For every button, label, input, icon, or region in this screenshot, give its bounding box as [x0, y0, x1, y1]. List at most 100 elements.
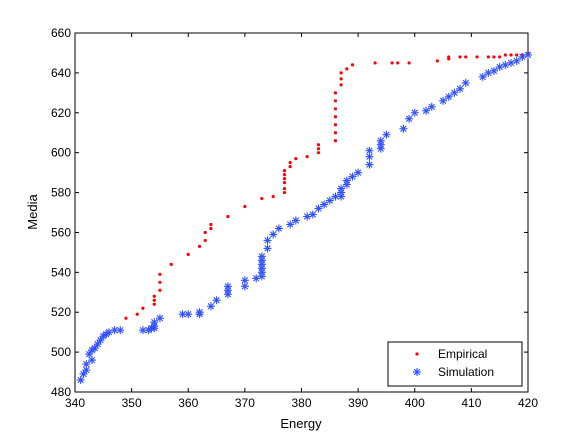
data-point-dot	[282, 186, 287, 191]
data-point-star	[178, 310, 187, 319]
data-point-dot	[203, 230, 207, 235]
data-point-dot	[333, 131, 338, 135]
data-point-dot	[158, 288, 162, 292]
data-point-dot	[498, 55, 502, 59]
data-point-star	[422, 106, 431, 115]
data-point-dot	[333, 115, 338, 119]
data-point-star	[461, 78, 470, 87]
data-point-dot	[152, 298, 156, 302]
data-point-dot	[390, 61, 394, 65]
data-point-star	[87, 356, 96, 365]
data-point-star	[291, 216, 300, 225]
x-tick-label: 420	[518, 396, 538, 410]
data-point-star	[184, 310, 193, 319]
data-point-star	[308, 210, 317, 219]
data-point-dot	[282, 190, 287, 195]
data-point-dot	[243, 204, 247, 209]
data-point-dot	[152, 302, 156, 306]
data-point-star	[427, 102, 436, 111]
data-point-star	[507, 58, 516, 67]
data-point-star	[450, 88, 459, 97]
y-tick-label: 540	[51, 265, 71, 279]
y-tick-label: 620	[51, 106, 71, 120]
data-point-dot	[288, 165, 292, 169]
legend-marker-empirical	[415, 352, 419, 356]
data-point-star	[263, 236, 272, 245]
data-point-star	[382, 130, 391, 139]
data-point-star	[314, 204, 323, 213]
data-point-star	[484, 68, 493, 77]
data-point-dot	[226, 214, 230, 219]
data-point-dot	[197, 244, 202, 249]
data-point-dot	[141, 306, 145, 310]
data-point-dot	[271, 194, 275, 199]
data-point-dot	[282, 169, 287, 173]
data-point-star	[269, 230, 278, 239]
data-point-dot	[503, 53, 507, 57]
data-point-star	[456, 84, 465, 93]
data-point-dot	[350, 63, 355, 67]
y-tick-label: 600	[51, 146, 71, 160]
data-point-dot	[515, 53, 519, 57]
y-tick-label: 580	[51, 186, 71, 200]
y-axis-ticks: 480 500 520 540 560 580 600 620 640 660	[51, 26, 528, 399]
x-tick-label: 390	[348, 396, 368, 410]
data-point-star	[110, 326, 119, 335]
data-point-star	[518, 52, 527, 61]
legend-marker-simulation	[413, 368, 421, 376]
legend-label-empirical: Empirical	[438, 347, 487, 361]
data-point-dot	[373, 61, 377, 65]
data-point-dot	[339, 71, 343, 75]
data-point-dot	[294, 157, 298, 161]
data-marks	[76, 50, 532, 385]
data-point-star	[337, 184, 346, 193]
data-point-star	[102, 330, 111, 339]
data-point-star	[93, 340, 102, 349]
series-simulation	[76, 50, 532, 385]
data-point-star	[252, 274, 261, 283]
y-tick-label: 640	[51, 66, 71, 80]
legend-box	[387, 341, 523, 387]
data-point-star	[490, 66, 499, 75]
legend-star	[413, 368, 421, 376]
data-point-dot	[209, 226, 213, 231]
x-tick-label: 340	[65, 396, 85, 410]
data-point-star	[263, 244, 272, 253]
y-tick-label: 520	[51, 305, 71, 319]
data-point-star	[274, 224, 283, 233]
legend-dot	[415, 352, 419, 356]
data-point-dot	[339, 77, 343, 81]
data-point-star	[512, 56, 521, 65]
data-point-star	[524, 50, 532, 59]
data-point-dot	[458, 55, 462, 59]
data-point-star	[410, 108, 419, 117]
data-point-dot	[447, 55, 451, 59]
y-axis-label: Media	[25, 194, 40, 230]
data-point-star	[116, 326, 125, 335]
data-point-star	[365, 160, 374, 169]
data-point-dot	[339, 83, 343, 87]
data-point-dot	[475, 55, 479, 59]
data-point-dot	[288, 161, 292, 165]
data-point-dot	[124, 316, 128, 320]
data-point-star	[195, 308, 204, 317]
data-point-star	[138, 326, 147, 335]
data-point-dot	[316, 151, 321, 155]
data-point-dot	[282, 180, 287, 185]
data-point-dot	[333, 99, 338, 103]
data-point-dot	[305, 155, 309, 159]
data-point-star	[348, 172, 357, 181]
data-point-star	[212, 296, 221, 305]
data-point-dot	[333, 123, 338, 127]
data-point-star	[257, 252, 266, 261]
data-point-dot	[203, 238, 207, 243]
data-point-dot	[464, 55, 468, 59]
y-tick-label: 480	[51, 385, 71, 399]
data-point-star	[354, 168, 363, 177]
data-point-dot	[333, 91, 338, 95]
data-point-star	[320, 200, 329, 209]
x-tick-label: 360	[178, 396, 198, 410]
data-point-star	[444, 92, 453, 101]
data-point-star	[478, 72, 487, 81]
